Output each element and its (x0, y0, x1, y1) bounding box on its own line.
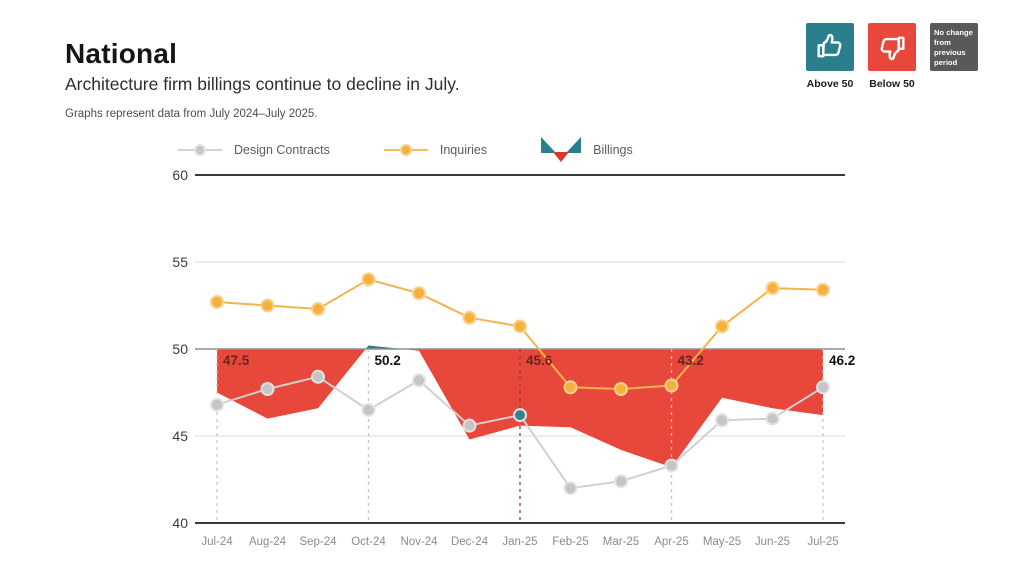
billings-value-label-Jul-24: 47.5 (223, 353, 250, 368)
score-key: Above 50 Below 50 No change from previou… (806, 23, 978, 90)
x-tick-label-Aug-24: Aug-24 (249, 536, 287, 548)
x-tick-label-Feb-25: Feb-25 (552, 536, 588, 548)
no-change-box: No change from previous period (930, 23, 978, 71)
design-contracts-point-Nov-24 (412, 373, 426, 388)
design-contracts-point-May-25 (715, 413, 729, 428)
y-tick-label: 60 (172, 167, 188, 183)
design-contracts-point-Jul-24 (210, 397, 224, 412)
legend-billings: Billings (541, 136, 633, 163)
inquiries-point-Jan-25 (513, 319, 527, 334)
design-contracts-point-Oct-24 (361, 402, 376, 417)
inquiries-point-Sep-24 (311, 302, 325, 316)
below-50-label: Below 50 (869, 78, 915, 90)
x-tick-label-Mar-25: Mar-25 (603, 536, 639, 548)
inquiries-marker (383, 143, 428, 156)
page-title: National (65, 38, 178, 69)
inquiries-point-Aug-24 (260, 298, 275, 313)
design-contracts-point-Dec-24 (462, 418, 477, 433)
thumbs-up-box (806, 23, 854, 71)
design-contracts-point-Sep-24 (311, 369, 325, 384)
inquiries-point-Dec-24 (462, 310, 477, 325)
billings-value-label-Oct-24: 50.2 (375, 353, 401, 368)
design-contracts-dot-icon (194, 143, 206, 156)
billings-value-label-Apr-25: 43.2 (678, 353, 704, 368)
inquiries-point-Jul-25 (816, 282, 830, 297)
inquiries-point-Feb-25 (563, 380, 578, 395)
x-tick-label-Jul-25: Jul-25 (807, 536, 838, 548)
key-below-50: Below 50 (868, 23, 916, 90)
page-subtitle: Architecture firm billings continue to d… (65, 74, 460, 94)
inquiries-point-Apr-25 (664, 378, 679, 393)
billings-value-label-Jul-25: 46.2 (829, 353, 855, 368)
inquiries-point-Mar-25 (614, 382, 628, 396)
key-no-change: No change from previous period (930, 23, 978, 90)
y-tick-label: 40 (172, 515, 188, 531)
chart-legend: Design Contracts Inquiries Billings (178, 136, 633, 163)
design-contracts-point-Apr-25 (664, 458, 679, 473)
y-tick-label: 45 (172, 428, 188, 444)
date-range-note: Graphs represent data from July 2024–Jul… (65, 108, 318, 120)
y-tick-label: 55 (172, 254, 188, 270)
no-change-label: No change from previous period (934, 28, 973, 67)
legend-label: Design Contracts (234, 142, 330, 157)
x-tick-label-Oct-24: Oct-24 (351, 536, 386, 548)
x-tick-label-Jun-25: Jun-25 (755, 536, 790, 548)
thumbs-down-icon (880, 36, 905, 61)
inquiries-point-Jun-25 (765, 281, 780, 296)
x-tick-label-Sep-24: Sep-24 (299, 536, 337, 548)
x-tick-label-Apr-25: Apr-25 (654, 536, 689, 548)
inquiries-dot-icon (399, 143, 412, 156)
inquiries-point-Oct-24 (361, 272, 376, 287)
x-tick-label-Jul-24: Jul-24 (201, 536, 233, 548)
billings-area-above-50 (217, 345, 823, 349)
x-tick-label-Jan-25: Jan-25 (502, 536, 537, 548)
inquiries-point-May-25 (715, 319, 729, 334)
thumbs-up-icon (817, 33, 842, 58)
thumbs-down-box (868, 23, 916, 71)
x-tick-label-Nov-24: Nov-24 (400, 536, 438, 548)
legend-label: Inquiries (439, 142, 488, 157)
y-tick-label: 50 (172, 341, 188, 357)
legend-inquiries: Inquiries (383, 142, 488, 157)
inquiries-point-Nov-24 (412, 286, 426, 301)
legend-design-contracts: Design Contracts (178, 143, 330, 157)
inquiries-point-Jul-24 (210, 295, 224, 309)
key-above-50: Above 50 (806, 23, 854, 90)
design-contracts-marker (178, 143, 222, 156)
design-contracts-point-Feb-25 (563, 481, 578, 496)
design-contracts-point-Jan-25 (513, 408, 527, 423)
design-contracts-point-Mar-25 (614, 474, 628, 489)
x-tick-label-May-25: May-25 (703, 536, 741, 548)
design-contracts-point-Jun-25 (765, 411, 780, 426)
above-50-label: Above 50 (806, 78, 854, 90)
billings-area-icon (541, 137, 582, 162)
billings-value-label-Jan-25: 45.6 (526, 353, 553, 368)
design-contracts-point-Aug-24 (260, 382, 275, 396)
x-tick-label-Dec-24: Dec-24 (451, 536, 489, 548)
legend-label: Billings (593, 142, 633, 157)
design-contracts-point-Jul-25 (816, 380, 830, 395)
